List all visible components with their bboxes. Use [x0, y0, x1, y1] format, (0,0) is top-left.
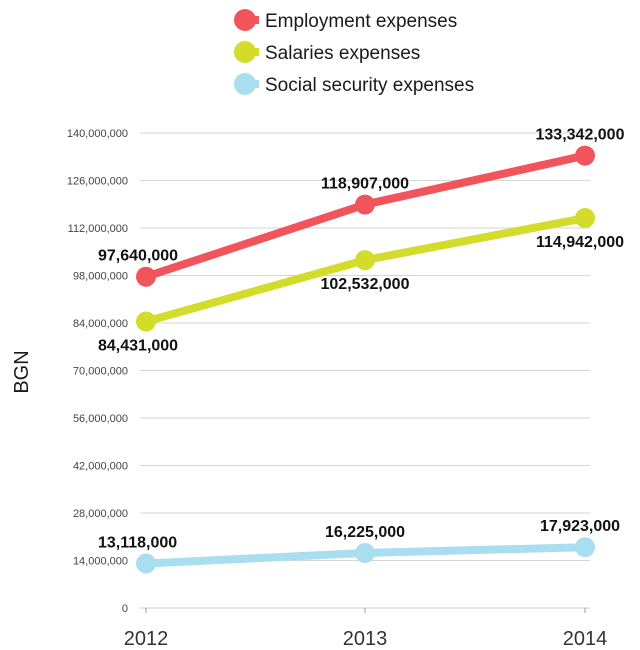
y-tick-label: 98,000,000: [73, 271, 128, 283]
y-tick-label: 28,000,000: [73, 508, 128, 520]
data-point: [136, 266, 156, 287]
data-point: [355, 194, 375, 215]
data-label: 118,907,000: [321, 176, 409, 193]
data-point: [575, 145, 595, 166]
y-tick-label: 126,000,000: [67, 176, 128, 188]
data-point: [575, 537, 595, 558]
data-label: 97,640,000: [98, 248, 178, 265]
data-point: [136, 311, 156, 332]
x-tick-label: 2012: [124, 628, 169, 650]
series-group: [136, 145, 595, 574]
data-label: 16,225,000: [325, 524, 405, 541]
legend-marker-tail: [245, 48, 259, 56]
x-axis: 2012 2013 2014: [124, 607, 608, 650]
y-tick-label: 0: [122, 603, 128, 615]
y-tick-label: 112,000,000: [68, 223, 128, 235]
legend-marker-tail: [245, 16, 259, 24]
y-tick-label: 140,000,000: [67, 128, 128, 140]
x-tick-label: 2013: [343, 628, 388, 650]
data-label: 84,431,000: [98, 338, 178, 355]
data-point: [355, 542, 375, 563]
legend-item: Salaries expenses: [234, 41, 420, 64]
data-label: 114,942,000: [536, 234, 624, 251]
data-label: 133,342,000: [536, 127, 625, 144]
legend-label: Social security expenses: [265, 75, 474, 96]
data-labels: 97,640,000 118,907,000 133,342,000 84,431,0…: [98, 127, 625, 552]
y-tick-label: 14,000,000: [73, 556, 128, 568]
y-axis-ticks: 0 14,000,000 28,000,000 42,000,000 56,000,00…: [67, 128, 128, 615]
legend-item: Employment expenses: [234, 9, 457, 32]
y-tick-label: 42,000,000: [73, 461, 128, 473]
data-point: [575, 208, 595, 229]
y-tick-label: 56,000,000: [73, 413, 128, 425]
data-point: [355, 250, 375, 271]
legend-label: Employment expenses: [265, 11, 457, 32]
legend-marker-tail: [245, 80, 259, 88]
y-tick-label: 70,000,000: [73, 366, 128, 378]
legend-item: Social security expenses: [234, 73, 474, 96]
data-label: 102,532,000: [321, 276, 410, 293]
y-tick-label: 84,000,000: [73, 318, 128, 330]
legend: Employment expenses Salaries expenses Soci…: [234, 9, 474, 96]
data-label: 17,923,000: [540, 518, 620, 535]
data-point: [136, 553, 156, 574]
x-tick-label: 2014: [563, 628, 608, 650]
data-label: 13,118,000: [98, 534, 177, 551]
legend-label: Salaries expenses: [265, 43, 420, 64]
y-axis-label: BGN: [11, 350, 33, 393]
